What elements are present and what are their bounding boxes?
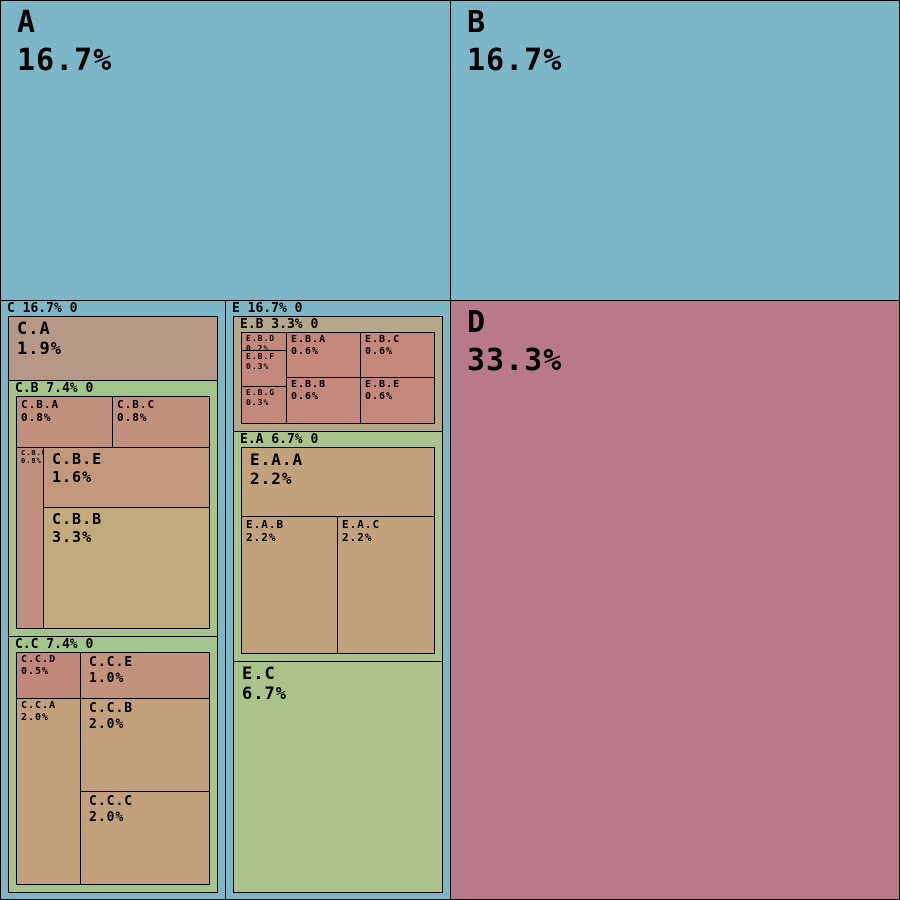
node-header-label: E.B 3.3% 0 [240,317,319,332]
node-label: C.B.D [21,449,43,457]
node-label: E.B.B [291,379,327,390]
node-header-label: C 16.7% 0 [7,301,78,316]
node-percent: 0.6% [365,391,394,402]
node-label: C.C.D [21,654,57,665]
node-header-label: E 16.7% 0 [232,301,303,316]
node-percent: 6.7% [242,684,287,705]
node-percent: 0.5% [21,666,50,677]
node-label: C.C.E [89,655,134,670]
treemap-node-a[interactable]: A 16.7% [0,0,451,301]
node-percent: 0.8% [21,457,42,466]
node-label: D [467,305,487,340]
node-label: C.A [17,319,51,339]
node-label: E.A.B [246,518,285,531]
treemap-node-c-b-a[interactable]: C.B.A 0.8% [16,396,113,448]
node-percent: 2.2% [342,531,373,545]
treemap-node-c-c-c[interactable]: C.C.C 2.0% [80,791,210,885]
node-percent: 0.2% [246,343,270,351]
node-label: E.A.A [250,450,304,469]
node-percent: 2.2% [250,469,293,489]
node-label: E.B.F [246,352,276,361]
node-percent: 2.2% [246,531,277,545]
node-percent: 16.7% [17,43,113,78]
treemap-node-e-b-d[interactable]: E.B.D 0.2% [241,332,287,351]
node-label: A [17,5,37,40]
node-percent: 2.0% [89,809,125,825]
node-percent: 0.6% [365,346,394,357]
treemap-node-e-a-b[interactable]: E.A.B 2.2% [241,516,338,654]
node-percent: 3.3% [52,528,93,546]
node-header-label: C.B 7.4% 0 [15,381,94,396]
node-percent: 0.3% [246,361,270,371]
node-percent: 16.7% [467,43,563,78]
treemap-node-e-b-a[interactable]: E.B.A 0.6% [286,332,361,378]
node-percent: 0.6% [291,391,320,402]
node-percent: 0.8% [117,411,148,425]
node-label: C.C.C [89,794,134,809]
treemap-node-c-c-b[interactable]: C.C.B 2.0% [80,698,210,792]
treemap-node-c-b-b[interactable]: C.B.B 3.3% [43,507,210,629]
node-percent: 2.0% [21,712,50,723]
node-label: C.B.A [21,398,60,411]
treemap-node-d[interactable]: D 33.3% [450,300,900,900]
treemap-node-e-b-e[interactable]: E.B.E 0.6% [360,377,435,424]
node-label: E.B.E [365,379,401,390]
treemap-node-c-c-a[interactable]: C.C.A 2.0% [16,698,81,885]
treemap-node-e-a-a[interactable]: E.A.A 2.2% [241,447,435,517]
node-percent: 1.9% [17,339,62,360]
treemap-node-e-b-b[interactable]: E.B.B 0.6% [286,377,361,424]
treemap-node-e-b-g[interactable]: E.B.G 0.3% [241,386,287,424]
treemap-node-c-c-e[interactable]: C.C.E 1.0% [80,652,210,699]
node-label: C.B.C [117,398,156,411]
treemap-node-c-c-d[interactable]: C.C.D 0.5% [16,652,81,699]
node-percent: 0.6% [291,346,320,357]
node-percent: 1.0% [89,670,125,686]
node-label: C.B.E [52,450,103,468]
node-header-label: C.C 7.4% 0 [15,637,94,652]
treemap-node-c-a[interactable]: C.A 1.9% [8,316,218,381]
treemap-node-c-b-e[interactable]: C.B.E 1.6% [43,447,210,508]
treemap-node-e-b-f[interactable]: E.B.F 0.3% [241,350,287,387]
node-label: C.C.B [89,701,134,716]
node-percent: 1.6% [52,468,93,486]
node-percent: 2.0% [89,716,125,732]
node-percent: 33.3% [467,343,563,378]
node-label: E.B.D [246,334,276,343]
node-label: C.C.A [21,700,57,711]
node-percent: 0.3% [246,397,270,407]
node-label: E.C [242,664,276,684]
treemap-node-e-c[interactable]: E.C 6.7% [233,661,443,893]
node-label: B [467,5,487,40]
node-percent: 0.8% [21,411,52,425]
node-label: E.B.G [246,388,276,397]
treemap-node-e-a-c[interactable]: E.A.C 2.2% [337,516,435,654]
node-label: C.B.B [52,510,103,528]
node-label: E.B.C [365,334,401,345]
treemap-node-e-b-c[interactable]: E.B.C 0.6% [360,332,435,378]
node-label: E.B.A [291,334,327,345]
treemap-node-b[interactable]: B 16.7% [450,0,900,301]
node-label: E.A.C [342,518,381,531]
node-header-label: E.A 6.7% 0 [240,432,319,447]
treemap-node-c-b-c[interactable]: C.B.C 0.8% [112,396,210,448]
